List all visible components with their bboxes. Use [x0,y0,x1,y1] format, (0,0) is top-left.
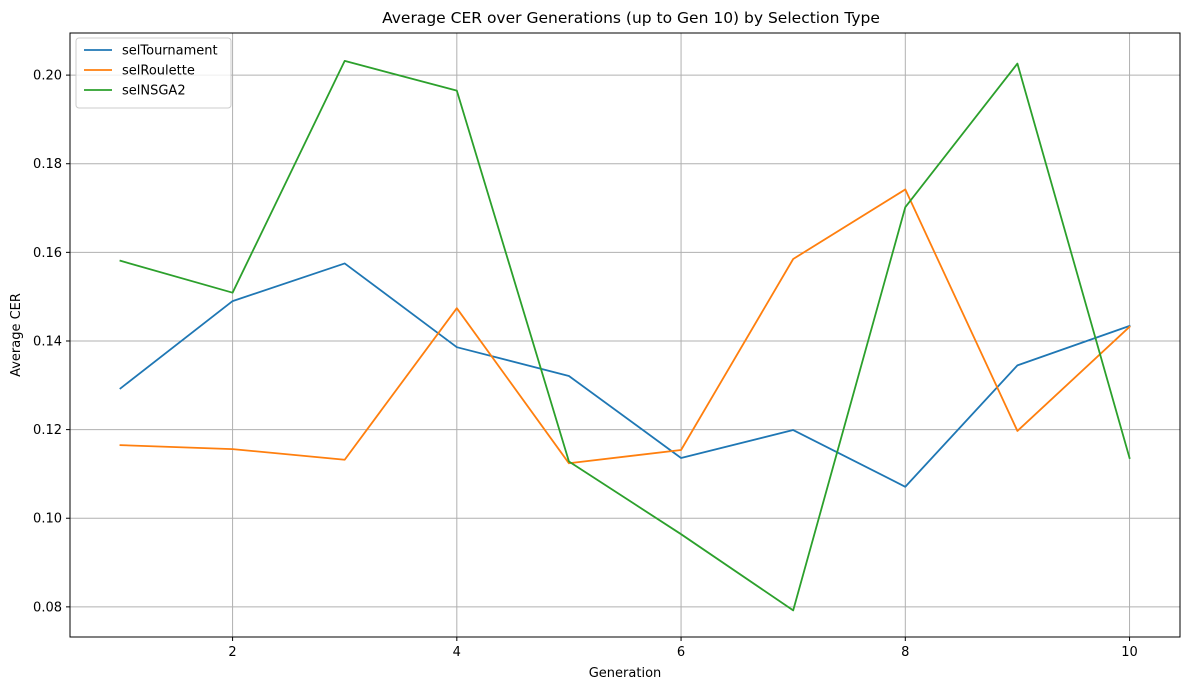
x-tick-label: 10 [1121,645,1138,660]
y-tick-label: 0.18 [33,157,62,172]
legend-box [75,37,232,109]
y-axis-ticks: 0.08 0.10 0.12 0.14 0.16 0.18 0.20 [33,69,70,615]
y-axis-label: Average CER [9,293,24,377]
chart-title: Average CER over Generations (up to Gen … [382,9,880,27]
plot-area [70,33,1180,637]
y-tick-label: 0.14 [33,334,62,349]
x-tick-label: 8 [901,645,909,660]
legend: selTournament selRoulette selNSGA2 [75,37,232,109]
y-gridlines [70,74,1180,608]
series-lines [119,60,1131,612]
x-tick-label: 2 [228,645,236,660]
legend-label-selRoulette: selRoulette [122,64,195,79]
y-tick-label: 0.20 [33,69,62,84]
legend-label-selTournament: selTournament [122,44,218,59]
legend-label-selNSGA2: selNSGA2 [122,84,186,99]
x-axis-ticks: 2 4 6 8 10 [228,637,1138,660]
series-line-selRoulette [119,188,1131,465]
series-line-selNSGA2 [119,60,1131,612]
y-tick-label: 0.10 [33,512,62,527]
x-tick-label: 6 [677,645,685,660]
x-axis-label: Generation [589,666,662,681]
x-gridlines [232,33,1131,637]
y-tick-label: 0.16 [33,246,62,261]
series-line-selTournament [119,262,1131,488]
y-tick-label: 0.08 [33,600,62,615]
x-tick-label: 4 [453,645,461,660]
plot-frame [69,32,1181,638]
y-tick-label: 0.12 [33,423,62,438]
